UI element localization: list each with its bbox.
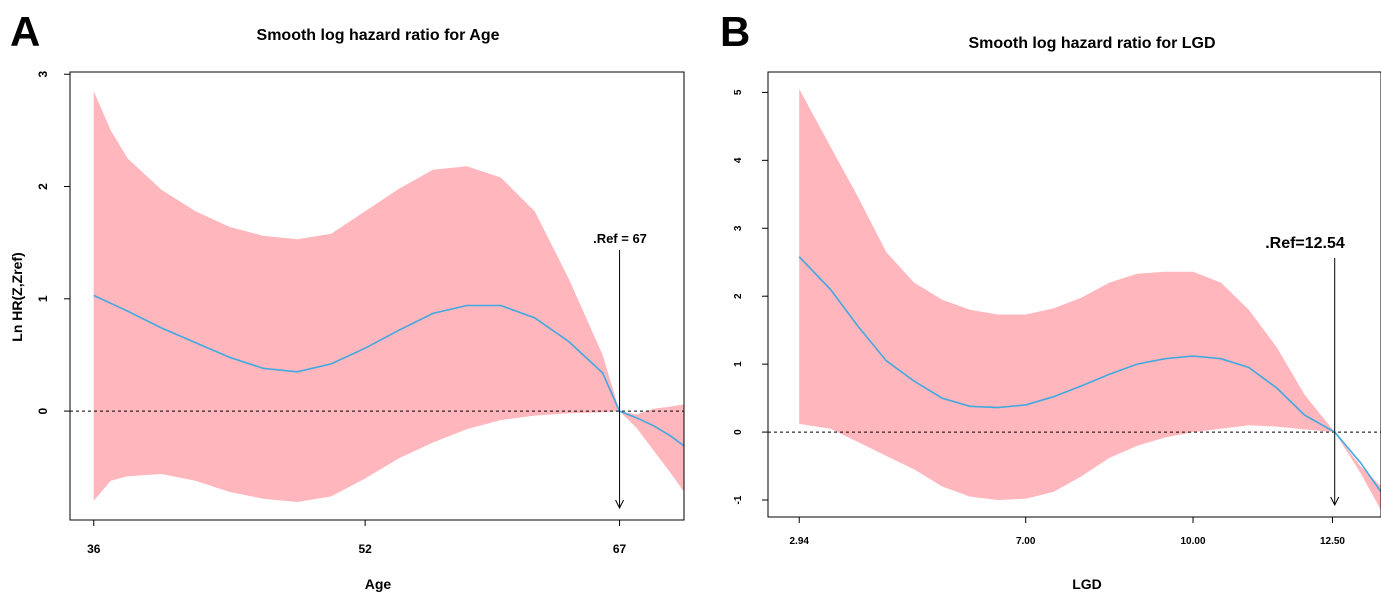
panel-b-xlabel: LGD	[1072, 576, 1102, 592]
panel-a-x-tick-label: 36	[87, 542, 101, 556]
panel-b-title: Smooth log hazard ratio for LGD	[968, 35, 1215, 52]
panel-b-y-tick-label: 2	[733, 293, 744, 299]
panel-b-y-tick-label: 1	[733, 361, 744, 367]
panel-b-ref-label: .Ref=12.54	[1265, 235, 1345, 252]
panel-b-y-tick-label: 4	[733, 157, 744, 163]
panel-a-estimate-line	[93, 294, 685, 447]
panel-b-y-tick-label: 5	[733, 89, 744, 95]
panel-a-xlabel: Age	[365, 576, 392, 592]
panel-a-ref-label: .Ref = 67	[593, 231, 647, 246]
panel-b-plot: 2.94 7.00 10.00 12.50 -1 0 1 2 3 4 5	[733, 71, 1381, 547]
panel-a-confidence-band	[93, 91, 684, 502]
panel-a-y-tick-label: 3	[36, 71, 50, 78]
panel-b-x-tick-label: 12.50	[1320, 536, 1345, 547]
panel-b: B Smooth log hazard ratio for LGD 2.94 7.…	[720, 8, 1381, 592]
panel-a-y-tick-label: 1	[36, 295, 50, 302]
panel-b-ref-arrow-head	[1330, 496, 1340, 507]
panel-b-x-tick-label: 2.94	[790, 536, 810, 547]
panel-b-plot-frame	[767, 71, 1381, 518]
panel-b-confidence-band	[799, 89, 1381, 511]
panel-a-x-tick-label: 52	[358, 542, 372, 556]
panel-a-x-tick-label: 67	[613, 542, 627, 556]
panel-a-plot-frame	[69, 71, 685, 521]
panel-b-y-tick-label: -1	[733, 495, 744, 504]
panel-b-letter: B	[720, 8, 750, 55]
panel-b-estimate-line	[798, 256, 1381, 493]
panel-a: A Smooth log hazard ratio for Age 36 52 67…	[9, 8, 685, 592]
panel-a-ref-arrow-head	[615, 499, 624, 510]
panel-a-y-tick-label: 0	[36, 407, 50, 414]
panel-a-y-tick-label: 2	[36, 183, 50, 190]
panel-a-letter: A	[10, 8, 40, 55]
panel-a-plot: 36 52 67 0 1 2 3	[36, 71, 685, 556]
panel-b-x-tick-label: 10.00	[1181, 536, 1206, 547]
panel-a-title: Smooth log hazard ratio for Age	[257, 27, 500, 44]
panel-b-y-tick-label: 0	[733, 429, 744, 435]
panel-b-x-tick-label: 7.00	[1016, 536, 1036, 547]
panel-a-ylabel: Ln HR(Z,Zref)	[9, 252, 25, 341]
panel-b-y-tick-label: 3	[733, 225, 744, 231]
